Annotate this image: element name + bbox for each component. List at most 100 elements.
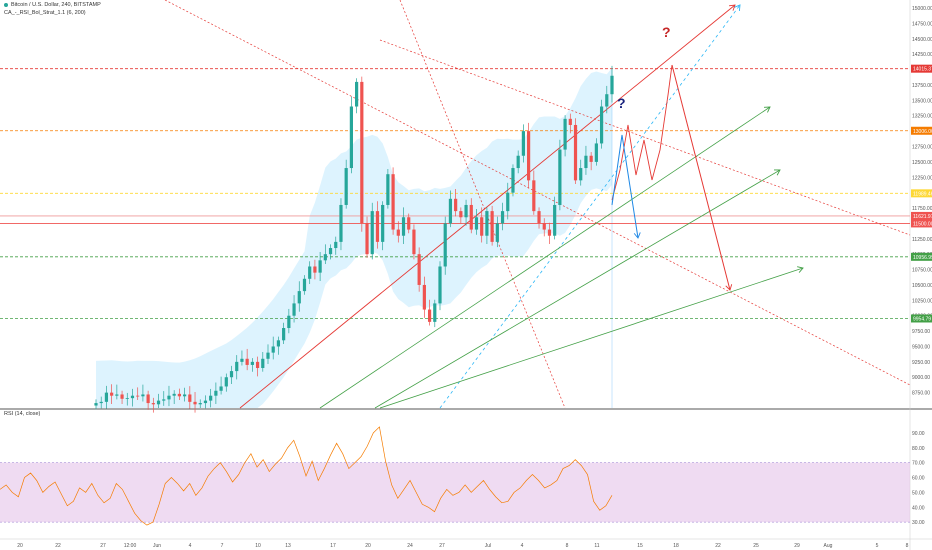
candle-body	[412, 229, 416, 255]
price-tick-label: 10250.00	[912, 298, 932, 304]
candle-body	[323, 254, 327, 261]
candle-body	[401, 217, 406, 236]
candle-body	[156, 400, 161, 405]
candle-body	[469, 204, 473, 230]
candle-body	[282, 328, 286, 341]
candle-body	[391, 174, 395, 230]
candle-body	[219, 386, 223, 391]
candle-body	[537, 211, 541, 224]
arrow-head-green-icon	[797, 266, 804, 273]
candle-body	[474, 217, 479, 230]
candle-body	[506, 192, 510, 212]
rsi-tick-label: 30.00	[912, 520, 925, 526]
candle-body	[573, 124, 578, 181]
candle-body	[261, 358, 265, 369]
candle-body	[151, 403, 155, 405]
candle-body	[276, 340, 281, 347]
candle-body	[229, 371, 234, 378]
price-tick-label: 13750.00	[912, 83, 932, 89]
candle-body	[203, 400, 208, 404]
time-tick-label: 17	[330, 543, 336, 549]
candle-body	[271, 346, 275, 353]
rsi-label: RSI (14, close)	[4, 411, 41, 417]
price-tag-0: 14015.37	[913, 67, 932, 73]
candle-body	[94, 403, 98, 406]
candle-body	[443, 223, 447, 267]
time-tick-label: 22	[55, 543, 61, 549]
candle-body	[448, 198, 453, 224]
candle-body	[209, 395, 213, 401]
time-tick-label: 11	[594, 543, 599, 549]
candle-body	[558, 149, 562, 205]
price-tick-label: 10750.00	[912, 268, 932, 274]
candle-body	[589, 155, 593, 162]
trend-line-7	[379, 267, 804, 409]
rsi-tick-label: 50.00	[912, 490, 925, 496]
candle-body	[130, 395, 135, 399]
candle-body	[292, 303, 296, 316]
candle-body	[365, 223, 369, 255]
candle-body	[355, 81, 359, 107]
price-tag-3: 11621.97	[913, 214, 932, 220]
price-tag-bg-4	[911, 219, 932, 228]
trend-line-6	[374, 169, 781, 409]
question-annotation-blue: ?	[617, 95, 626, 111]
candle-body	[183, 394, 187, 397]
arrow-head-blue-icon	[734, 4, 741, 12]
arrow-head-red-icon	[728, 4, 736, 11]
candle-body	[438, 266, 442, 304]
time-tick-label: 18	[673, 543, 679, 549]
candle-body	[245, 358, 249, 365]
candle-body	[605, 94, 609, 107]
time-tick-label: 29	[794, 543, 800, 549]
bollinger-band	[96, 67, 612, 408]
time-tick-label: Jun	[153, 543, 161, 549]
candle-body	[563, 118, 567, 150]
candle-body	[240, 358, 244, 362]
rsi-band	[0, 462, 910, 523]
candle-body	[527, 131, 531, 181]
candle-body	[495, 223, 499, 242]
time-tick-label: Jul	[485, 543, 491, 549]
price-tick-label: 12750.00	[912, 145, 932, 151]
rsi-tick-label: 90.00	[912, 431, 925, 437]
candle-body	[266, 352, 270, 359]
price-tag-bg-5	[911, 252, 932, 261]
status-dot-icon	[4, 2, 8, 7]
price-tag-bg-6	[911, 314, 932, 323]
candle-body	[287, 315, 291, 329]
candle-body	[255, 361, 260, 369]
candle-body	[198, 403, 202, 405]
projection-down-arrow	[671, 64, 731, 291]
rsi-tick-label: 40.00	[912, 505, 925, 511]
candle-body	[599, 106, 604, 144]
rsi-line	[0, 426, 613, 526]
candle-body	[188, 394, 192, 402]
candle-body	[115, 394, 119, 396]
price-tick-label: 12500.00	[912, 160, 932, 166]
candle-body	[490, 211, 494, 242]
candle-body	[584, 155, 588, 169]
candle-body	[381, 204, 385, 242]
rsi-tick-label: 80.00	[912, 446, 925, 452]
candle-body	[433, 303, 437, 322]
candle-body	[344, 168, 348, 205]
candle-body	[516, 155, 520, 169]
price-tag-bg-0	[911, 64, 932, 73]
candle-body	[318, 260, 322, 273]
candle-body	[454, 198, 458, 212]
candle-body	[250, 361, 254, 365]
candle-body	[480, 217, 484, 236]
candle-body	[339, 204, 343, 242]
candle-body	[547, 229, 552, 236]
rsi-tick-label: 60.00	[912, 476, 925, 482]
candle-body	[125, 398, 129, 399]
rsi-tick-label: 70.00	[912, 461, 925, 467]
time-tick-label: 20	[365, 543, 371, 549]
candle-body	[120, 394, 124, 399]
time-tick-label: 8	[566, 543, 569, 549]
candle-body	[396, 229, 400, 236]
time-tick-label: 13	[285, 543, 291, 549]
projection-path	[611, 64, 673, 201]
candle-body	[193, 401, 197, 405]
